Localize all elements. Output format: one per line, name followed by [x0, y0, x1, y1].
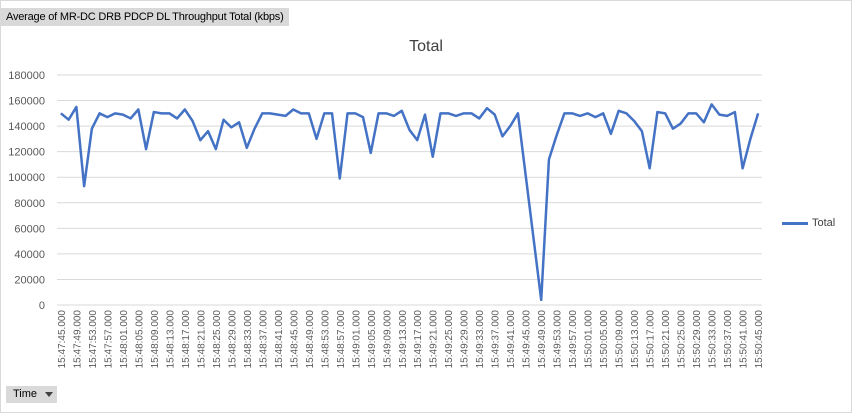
x-tick-label: 15:49:41.000 [506, 310, 517, 369]
axis-field-label: Time [13, 388, 38, 400]
value-field-button[interactable]: Average of MR-DC DRB PDCP DL Throughput … [1, 8, 289, 26]
x-tick-label: 15:49:05.000 [367, 310, 378, 369]
x-tick-label: 15:50:09.000 [615, 310, 626, 369]
x-tick-label: 15:48:45.000 [289, 310, 300, 369]
x-tick-label: 15:47:53.000 [88, 310, 99, 369]
y-tick-label: 140000 [8, 121, 45, 133]
x-tick-label: 15:48:17.000 [181, 310, 192, 369]
x-tick-label: 15:48:05.000 [134, 310, 145, 369]
x-tick-label: 15:48:21.000 [196, 310, 207, 369]
x-tick-label: 15:49:25.000 [444, 310, 455, 369]
x-tick-label: 15:48:29.000 [227, 310, 238, 369]
x-tick-label: 15:50:41.000 [739, 310, 750, 369]
x-tick-label: 15:49:29.000 [460, 310, 471, 369]
x-tick-label: 15:50:05.000 [599, 310, 610, 369]
x-tick-label: 15:48:41.000 [274, 310, 285, 369]
x-tick-label: 15:50:29.000 [692, 310, 703, 369]
x-tick-label: 15:48:33.000 [243, 310, 254, 369]
x-tick-label: 15:50:33.000 [708, 310, 719, 369]
x-tick-label: 15:49:01.000 [351, 310, 362, 369]
x-tick-label: 15:49:57.000 [568, 310, 579, 369]
x-tick-label: 15:47:49.000 [72, 310, 83, 369]
x-tick-label: 15:48:37.000 [258, 310, 269, 369]
y-axis-tick-labels: 0 20000 40000 60000 80000 100000 120000 140000 1… [8, 70, 45, 312]
x-axis-tick-labels: 15:47:45.000 15:47:49.000 15:47:53.000 15:4… [57, 310, 765, 369]
x-tick-label: 15:50:21.000 [661, 310, 672, 369]
y-tick-label: 120000 [8, 147, 45, 159]
legend: Total [782, 217, 835, 229]
x-tick-label: 15:50:17.000 [646, 310, 657, 369]
x-tick-label: 15:49:17.000 [413, 310, 424, 369]
y-tick-label: 180000 [8, 70, 45, 82]
x-tick-label: 15:48:01.000 [119, 310, 130, 369]
x-tick-label: 15:50:37.000 [723, 310, 734, 369]
x-tick-label: 15:48:53.000 [320, 310, 331, 369]
x-tick-label: 15:49:21.000 [429, 310, 440, 369]
y-tick-label: 160000 [8, 96, 45, 108]
x-tick-label: 15:48:09.000 [150, 310, 161, 369]
series-line-total [60, 103, 760, 302]
chevron-down-icon[interactable] [45, 392, 54, 397]
y-tick-label: 80000 [14, 198, 45, 210]
x-tick-label: 15:47:57.000 [103, 310, 114, 369]
x-tick-label: 15:49:13.000 [398, 310, 409, 369]
chart-title: Total [409, 38, 443, 55]
x-tick-label: 15:47:45.000 [57, 310, 68, 369]
legend-swatch [782, 221, 808, 225]
x-tick-label: 15:50:13.000 [630, 310, 641, 369]
x-tick-label: 15:48:25.000 [212, 310, 223, 369]
gridlines [57, 74, 762, 306]
y-tick-label: 0 [39, 300, 45, 312]
axis-field-button[interactable]: Time [6, 386, 58, 403]
x-tick-label: 15:50:01.000 [584, 310, 595, 369]
x-tick-label: 15:49:09.000 [382, 310, 393, 369]
x-tick-label: 15:49:33.000 [475, 310, 486, 369]
x-tick-label: 15:50:45.000 [754, 310, 765, 369]
y-tick-label: 60000 [14, 223, 45, 235]
x-tick-label: 15:48:57.000 [336, 310, 347, 369]
x-tick-label: 15:48:13.000 [165, 310, 176, 369]
x-tick-label: 15:48:49.000 [305, 310, 316, 369]
y-tick-label: 20000 [14, 274, 45, 286]
legend-label: Total [812, 217, 836, 229]
x-tick-label: 15:49:37.000 [491, 310, 502, 369]
x-tick-label: 15:49:49.000 [537, 310, 548, 369]
y-tick-label: 40000 [14, 249, 45, 261]
series-lines [60, 103, 760, 302]
x-tick-label: 15:50:25.000 [677, 310, 688, 369]
x-tick-label: 15:49:53.000 [553, 310, 564, 369]
x-tick-label: 15:49:45.000 [522, 310, 533, 369]
y-tick-label: 100000 [8, 172, 45, 184]
